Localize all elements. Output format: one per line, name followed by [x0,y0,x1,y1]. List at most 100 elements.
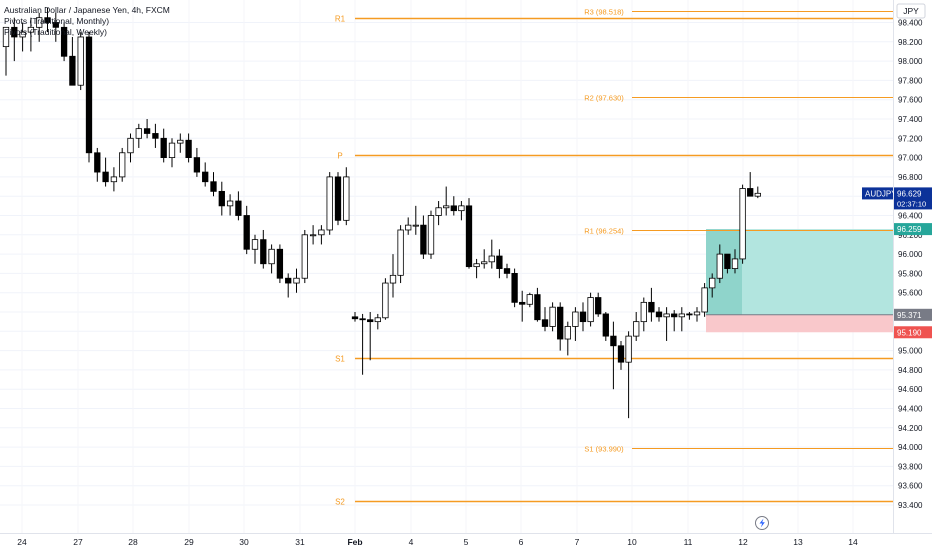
weekly-pivot-label: S1 (93.990) [584,445,624,454]
candle [465,205,473,268]
candle [617,345,625,363]
candle [382,282,389,319]
candle [716,253,723,279]
candle [481,261,488,265]
candle [318,229,325,236]
candle [326,176,333,231]
time-tick-label: 14 [848,537,858,547]
candle [77,36,84,86]
candle [202,171,209,183]
lightning-icon[interactable] [755,516,769,530]
symbol-label-bg [862,187,893,200]
candle [450,205,457,212]
monthly-pivot-label: P [337,152,342,161]
profit-zone-active [706,229,742,315]
candle [655,311,663,318]
candle [397,229,404,276]
candle [511,272,518,303]
chart-legend: Australian Dollar / Japanese Yen, 4h, FX… [4,5,170,38]
price-tick-label: 95.600 [898,289,923,298]
price-tick-label: 97.000 [898,154,923,163]
candle [94,152,101,173]
candlestick-series [2,8,761,419]
price-tick-label: 98.000 [898,57,923,66]
candle [285,277,292,284]
currency-label: JPY [903,6,919,16]
time-tick-label: 27 [73,537,83,547]
price-tick-label: 93.600 [898,482,923,491]
currency-button[interactable]: JPY [896,3,926,19]
candle [640,301,647,323]
candle [177,139,184,144]
weekly-pivot-label: R1 (96.254) [584,227,624,236]
candle [374,317,381,323]
legend-study-monthly[interactable]: Pivots (Traditional, Monthly) [4,16,110,26]
candle [678,313,685,318]
candle [671,313,678,318]
candle [351,316,359,320]
candle [251,239,259,250]
time-tick-label: 12 [738,537,748,547]
candle [359,318,366,321]
target-price-label: 96.259 [894,223,932,236]
price-tick-label: 94.800 [898,366,923,375]
candle [458,205,465,212]
position-zones [706,229,893,333]
candle [443,205,450,209]
price-tick-label: 95.000 [898,347,923,356]
candle [85,36,93,154]
monthly-pivot-label: S2 [335,498,345,507]
candle [127,137,134,154]
countdown-text: 02:37:10 [897,199,926,208]
time-tick-label: 24 [17,537,27,547]
candle [367,319,374,323]
legend-title[interactable]: Australian Dollar / Japanese Yen, 4h, FX… [4,5,170,15]
candle [210,181,217,192]
last-price-bg [894,187,932,210]
price-tick-label: 97.200 [898,134,923,143]
candle [503,268,511,274]
price-tick-label: 94.000 [898,443,923,452]
candle [143,128,151,134]
time-tick-label: 4 [409,537,414,547]
candle [36,17,43,28]
candle [309,234,317,237]
price-tick-label: 93.400 [898,501,923,510]
candle [648,301,655,313]
price-tick-label: 98.200 [898,38,923,47]
price-tick-label: 96.400 [898,212,923,221]
price-tick-label: 97.400 [898,115,923,124]
candle [709,277,716,289]
loss-zone [706,314,893,333]
time-tick-label: 5 [464,537,469,547]
last-price-text: 96.629 [897,189,922,198]
candle [152,133,159,139]
candle [549,306,556,327]
time-axis[interactable]: 24 27 28 29 30 31 Feb 4 5 6 7 10 11 12 13 14 [17,537,858,547]
candle [185,139,192,158]
axes [0,0,932,534]
candle [739,188,746,260]
candle [435,207,442,216]
candle [686,313,693,316]
price-tick-label: 94.200 [898,424,923,433]
legend-study-weekly[interactable]: Pivots (Traditional, Weekly) [4,27,107,37]
candle [44,17,51,23]
candle [602,313,609,337]
price-tick-label: 98.400 [898,19,923,28]
monthly-pivot-label: S1 [335,355,345,364]
price-axis[interactable]: 98.400 98.200 98.000 97.800 97.600 97.400 97.2… [898,19,923,511]
candle [218,190,225,207]
candle [226,200,234,207]
price-tick-label: 94.600 [898,385,923,394]
candle [334,176,342,221]
candle [564,326,571,340]
price-tick-label: 97.800 [898,76,923,85]
price-tick-label: 97.600 [898,96,923,105]
entry-price-label-text: 95.371 [897,311,922,320]
candle [2,26,10,48]
candle [193,157,201,173]
entry-price-label: 95.371 [894,308,932,321]
candle [747,188,754,197]
